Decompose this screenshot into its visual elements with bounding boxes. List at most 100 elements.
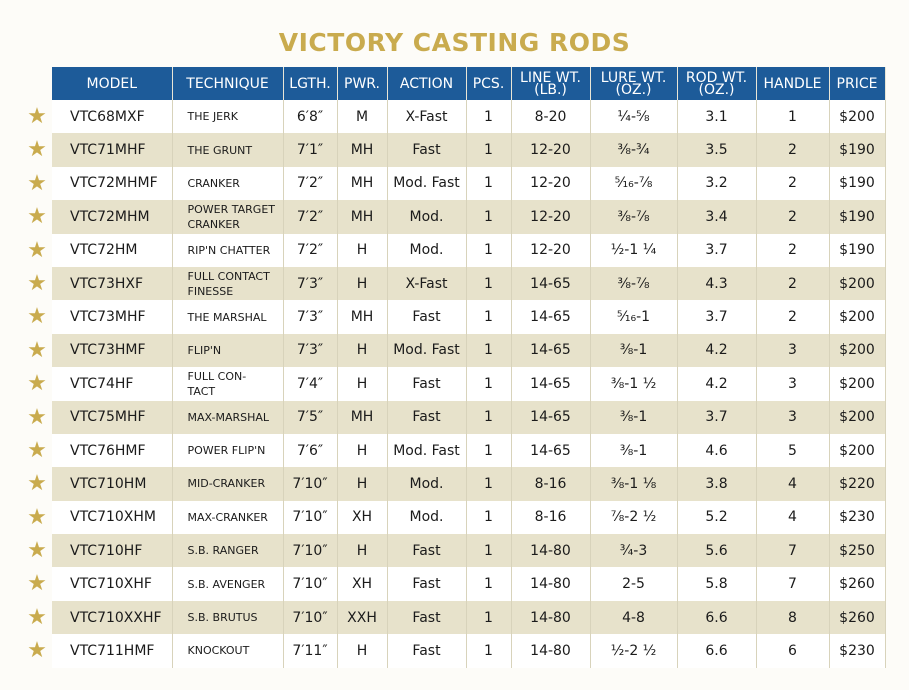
star-icon: ★	[27, 204, 47, 230]
table-cell: $200	[829, 367, 886, 401]
table-cell: S.B. BRUTUS	[172, 600, 284, 635]
star-icon: ★	[27, 538, 47, 564]
table-cell: VTC74HF	[52, 367, 173, 401]
star-column: ★ ★ ★ ★ ★ ★ ★ ★ ★ ★ ★ ★ ★ ★ ★ ★ ★	[24, 100, 50, 668]
table-cell: VTC72MHM	[52, 200, 173, 234]
table-cell: RIP'N CHATTER	[172, 233, 284, 267]
table-cell: $190	[829, 233, 886, 267]
table-cell: 14-80	[511, 634, 591, 668]
table-cell: $200	[829, 266, 886, 301]
table-row: VTC73HMF FLIP'N 7′3″ H Mod. Fast 1 14-65 ⅜-1 4.2…	[52, 333, 886, 368]
table-row: VTC710XHM MAX-CRANKER 7′10″ XH Mod. 1 8-16 ⅞-2 …	[52, 500, 886, 535]
table-row: VTC710HF S.B. RANGER 7′10″ H Fast 1 14-80 ¾-3 5.…	[52, 534, 886, 568]
table-cell: POWER TARGET CRANKER	[172, 200, 284, 234]
table-cell: 7′3″	[283, 300, 338, 334]
table-cell: Mod.	[387, 500, 467, 535]
table-row: VTC72MHMF CRANKER 7′2″ MH Mod. Fast 1 12-20 ⁵⁄₁…	[52, 166, 886, 201]
table-cell: XXH	[337, 600, 388, 635]
star-icon: ★	[27, 638, 47, 664]
table-cell: 3	[756, 400, 830, 434]
table-cell: 14-65	[511, 266, 591, 301]
table-cell: Fast	[387, 300, 467, 334]
table-cell: 7′1″	[283, 133, 338, 167]
table-cell: ½-2 ½	[590, 634, 678, 668]
table-cell: 12-20	[511, 166, 591, 201]
star-icon: ★	[27, 304, 47, 330]
table-cell: 14-80	[511, 600, 591, 635]
table-cell: 7′2″	[283, 200, 338, 234]
table-cell: 7	[756, 534, 830, 568]
star-icon: ★	[27, 504, 47, 530]
table-cell: MID-CRANKER	[172, 467, 284, 501]
table-cell: 1	[466, 266, 512, 301]
table-cell: 3.7	[677, 400, 757, 434]
table-cell: Mod.	[387, 467, 467, 501]
table-cell: 6′8″	[283, 100, 338, 134]
star-icon: ★	[27, 137, 47, 163]
table-cell: $250	[829, 534, 886, 568]
table-row: VTC68MXF THE JERK 6′8″ M X-Fast 1 8-20 ¼-⅝ 3.1 1 $…	[52, 100, 886, 134]
table-cell: 2	[756, 166, 830, 201]
column-header: HANDLE	[756, 67, 830, 100]
title: VICTORY CASTING RODS	[278, 28, 631, 57]
table-cell: 14-80	[511, 534, 591, 568]
table-cell: 2	[756, 200, 830, 234]
table-cell: 1	[466, 600, 512, 635]
table-cell: H	[337, 333, 388, 368]
table-cell: FLIP'N	[172, 333, 284, 368]
table-cell: 7′4″	[283, 367, 338, 401]
table-cell: POWER FLIP'N	[172, 433, 284, 468]
table-cell: MH	[337, 166, 388, 201]
table-cell: Mod. Fast	[387, 433, 467, 468]
table-cell: 2	[756, 133, 830, 167]
table-cell: THE GRUNT	[172, 133, 284, 167]
table-cell: $230	[829, 634, 886, 668]
table-cell: X-Fast	[387, 266, 467, 301]
table-cell: 1	[756, 100, 830, 134]
table-cell: $200	[829, 300, 886, 334]
table-cell: 2	[756, 233, 830, 267]
table-cell: VTC76HMF	[52, 433, 173, 468]
table-cell: 7′10″	[283, 567, 338, 601]
table-row: VTC76HMF POWER FLIP'N 7′6″ H Mod. Fast 1 14-65…	[52, 433, 886, 468]
table-cell: H	[337, 266, 388, 301]
table-cell: FULL CONTACT FINESSE	[172, 266, 284, 301]
table-cell: MAX-CRANKER	[172, 500, 284, 535]
star-icon: ★	[27, 604, 47, 630]
table-cell: 7′10″	[283, 467, 338, 501]
table-cell: ¾-3	[590, 534, 678, 568]
table-cell: XH	[337, 500, 388, 535]
star-icon: ★	[27, 270, 47, 296]
table-cell: 1	[466, 500, 512, 535]
table-cell: 2	[756, 300, 830, 334]
table-row: VTC73HXF FULL CONTACT FINESSE 7′3″ H X-Fast 1…	[52, 266, 886, 301]
star-icon: ★	[27, 104, 47, 129]
table-cell: Mod. Fast	[387, 166, 467, 201]
table-cell: 7′10″	[283, 500, 338, 535]
table-cell: 14-65	[511, 400, 591, 434]
table-cell: CRANKER	[172, 166, 284, 201]
table-row: VTC72HM RIP'N CHATTER 7′2″ H Mod. 1 12-20 ½-1 ¼…	[52, 233, 886, 267]
table-cell: 3.2	[677, 166, 757, 201]
table-cell: H	[337, 367, 388, 401]
table-cell: THE MARSHAL	[172, 300, 284, 334]
table-cell: VTC75MHF	[52, 400, 173, 434]
table-cell: 12-20	[511, 133, 591, 167]
table-cell: 1	[466, 233, 512, 267]
table-row: VTC75MHF MAX-MARSHAL 7′5″ MH Fast 1 14-65 ⅜-1 3.…	[52, 400, 886, 434]
table-cell: 12-20	[511, 233, 591, 267]
table-cell: 14-65	[511, 433, 591, 468]
table-cell: VTC710XHF	[52, 567, 173, 601]
table-cell: 1	[466, 166, 512, 201]
table-cell: 1	[466, 433, 512, 468]
table-cell: Fast	[387, 634, 467, 668]
table-cell: ⁵⁄₁₆-⅞	[590, 166, 678, 201]
table-cell: 8-20	[511, 100, 591, 134]
table-cell: H	[337, 233, 388, 267]
table-cell: ½-1 ¼	[590, 233, 678, 267]
column-header: ACTION	[387, 67, 467, 100]
table-cell: ⅜-1 ½	[590, 367, 678, 401]
table-cell: VTC72MHMF	[52, 166, 173, 201]
table-cell: H	[337, 467, 388, 501]
